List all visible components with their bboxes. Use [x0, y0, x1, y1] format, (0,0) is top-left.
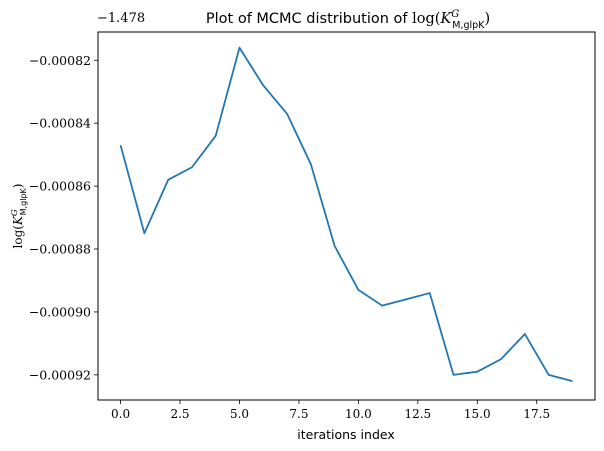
x-axis-ticks: 0.0 2.5 5.0 7.5 10.0 12.5 15.0 17.5: [111, 400, 550, 421]
x-tick-label: 12.5: [404, 407, 431, 421]
y-tick-label: −0.00088: [29, 242, 91, 257]
series-line: [119, 46, 573, 383]
y-tick-label: −0.00086: [29, 179, 91, 194]
x-tick-label: 5.0: [230, 407, 249, 421]
x-tick-label: 2.5: [170, 407, 189, 421]
x-tick-label: 7.5: [289, 407, 308, 421]
chart-title: Plot of MCMC distribution of log(KG M,glp…: [206, 9, 490, 31]
y-tick-label: −0.00084: [29, 116, 91, 131]
y-label-math-var: K: [11, 215, 25, 226]
y-label-sub: M,glpK: [19, 187, 28, 215]
x-tick-label: 17.5: [523, 407, 550, 421]
y-label-close: ): [11, 184, 25, 189]
chart-title-math-fn: log(: [412, 11, 440, 27]
y-tick-label: −0.00090: [29, 304, 91, 319]
plot-frame: [97, 31, 596, 401]
x-tick-label: 10.0: [345, 407, 372, 421]
chart-title-math-var: K: [439, 11, 452, 27]
y-tick-label: −0.00082: [29, 53, 91, 68]
y-tick-label: −0.00092: [29, 367, 91, 382]
chart-title-close: ): [484, 11, 490, 27]
y-axis-label: log(KGM,glpK): [10, 184, 28, 249]
chart-title-prefix: Plot of MCMC distribution of: [206, 11, 412, 27]
x-tick-label: 0.0: [111, 407, 130, 421]
x-tick-label: 15.0: [464, 407, 491, 421]
y-label-sup: G: [10, 209, 20, 216]
chart-title-sup: G: [451, 9, 459, 20]
chart-title-sub: M,glpK: [452, 20, 485, 31]
y-label-math-fn: log(: [11, 225, 25, 248]
y-offset-label: −1.478: [97, 11, 145, 26]
y-axis-ticks: −0.00082 −0.00084 −0.00086 −0.00088 −0.00090…: [29, 53, 98, 382]
x-axis-label: iterations index: [297, 427, 395, 442]
